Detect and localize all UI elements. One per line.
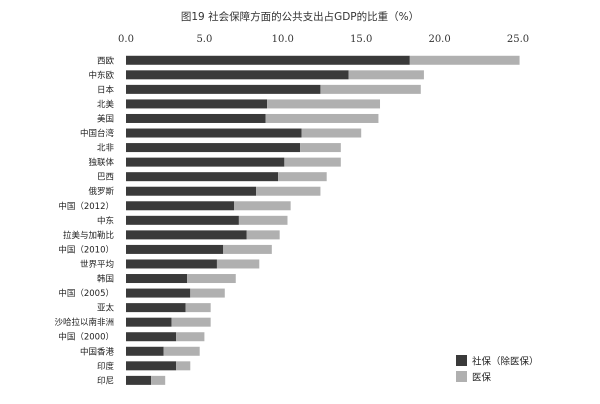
category-label: 沙哈拉以南非洲 bbox=[54, 317, 114, 328]
bar-social-security bbox=[126, 55, 410, 65]
bar-social-security bbox=[126, 70, 349, 80]
bar-social-security bbox=[126, 274, 188, 284]
bar-medical-insurance bbox=[216, 259, 260, 269]
x-tick-label: 0.0 bbox=[118, 34, 134, 45]
bar-medical-insurance bbox=[301, 128, 362, 138]
bar-medical-insurance bbox=[176, 332, 205, 342]
bars bbox=[126, 55, 520, 385]
category-label: 中国（2012） bbox=[58, 201, 114, 212]
category-label: 西欧 bbox=[97, 55, 115, 66]
bar-medical-insurance bbox=[256, 186, 321, 196]
legend-label: 医保 bbox=[472, 372, 492, 384]
category-label: 拉美与加勒比 bbox=[63, 230, 114, 241]
bar-social-security bbox=[126, 303, 186, 313]
bar-social-security bbox=[126, 332, 177, 342]
category-label: 印度 bbox=[97, 361, 115, 372]
legend-swatch bbox=[456, 355, 467, 366]
bar-medical-insurance bbox=[176, 361, 191, 371]
bar-medical-insurance bbox=[190, 288, 225, 298]
bar-medical-insurance bbox=[320, 84, 421, 94]
category-label: 中国（2000） bbox=[58, 332, 114, 343]
bar-medical-insurance bbox=[238, 215, 288, 225]
legend-label: 社保（除医保） bbox=[472, 356, 539, 368]
bar-medical-insurance bbox=[267, 99, 381, 109]
chart-title: 图19 社会保障方面的公共支出占GDP的比重（%） bbox=[181, 10, 419, 23]
bar-social-security bbox=[126, 375, 152, 385]
bar-social-security bbox=[126, 288, 191, 298]
bar-medical-insurance bbox=[300, 143, 341, 153]
bar-medical-insurance bbox=[278, 172, 327, 182]
category-label: 中东欧 bbox=[88, 70, 114, 81]
bar-social-security bbox=[126, 172, 279, 182]
bar-medical-insurance bbox=[284, 157, 341, 167]
bar-medical-insurance bbox=[171, 317, 211, 327]
category-label: 中国（2010） bbox=[58, 244, 114, 255]
bar-social-security bbox=[126, 361, 177, 371]
category-label: 中国（2005） bbox=[58, 288, 114, 299]
category-label: 美国 bbox=[97, 113, 114, 124]
bar-medical-insurance bbox=[348, 70, 424, 80]
category-label: 北美 bbox=[97, 99, 115, 110]
x-axis: 0.0 5.0 10.0 15.0 20.0 25.0 bbox=[118, 34, 529, 45]
bar-social-security bbox=[126, 143, 301, 153]
category-label: 独联体 bbox=[88, 157, 114, 168]
bar-social-security bbox=[126, 157, 285, 167]
bar-social-security bbox=[126, 259, 217, 269]
bar-social-security bbox=[126, 99, 268, 109]
x-tick-label: 25.0 bbox=[507, 34, 529, 45]
bar-social-security bbox=[126, 244, 224, 254]
x-tick-label: 20.0 bbox=[428, 34, 450, 45]
category-label: 日本 bbox=[97, 84, 115, 95]
bar-social-security bbox=[126, 201, 235, 211]
bar-medical-insurance bbox=[185, 303, 211, 313]
bar-social-security bbox=[126, 317, 172, 327]
bar-social-security bbox=[126, 128, 302, 138]
bar-social-security bbox=[126, 346, 164, 356]
category-label: 韩国 bbox=[97, 274, 114, 285]
bar-medical-insurance bbox=[409, 55, 520, 65]
bar-medical-insurance bbox=[187, 274, 236, 284]
bar-medical-insurance bbox=[246, 230, 280, 240]
category-label: 亚太 bbox=[97, 303, 115, 314]
legend-swatch bbox=[456, 371, 467, 382]
bar-social-security bbox=[126, 84, 321, 94]
category-label: 世界平均 bbox=[80, 259, 114, 270]
category-label: 中东 bbox=[97, 215, 114, 226]
bar-medical-insurance bbox=[265, 113, 379, 123]
category-label: 中国香港 bbox=[80, 346, 115, 357]
category-label: 俄罗斯 bbox=[88, 186, 114, 197]
bar-medical-insurance bbox=[234, 201, 291, 211]
bar-medical-insurance bbox=[163, 346, 200, 356]
x-tick-label: 10.0 bbox=[272, 34, 294, 45]
category-label: 中国台湾 bbox=[80, 128, 115, 139]
bar-social-security bbox=[126, 186, 257, 196]
bar-medical-insurance bbox=[151, 375, 166, 385]
bar-social-security bbox=[126, 113, 266, 123]
legend: 社保（除医保） 医保 bbox=[456, 355, 539, 384]
bar-social-security bbox=[126, 230, 247, 240]
x-tick-label: 15.0 bbox=[350, 34, 372, 45]
x-tick-label: 5.0 bbox=[196, 34, 212, 45]
category-label: 北非 bbox=[97, 143, 115, 154]
category-label: 巴西 bbox=[97, 173, 114, 183]
bar-social-security bbox=[126, 215, 239, 225]
bar-medical-insurance bbox=[223, 244, 272, 254]
category-label: 印尼 bbox=[97, 375, 114, 386]
